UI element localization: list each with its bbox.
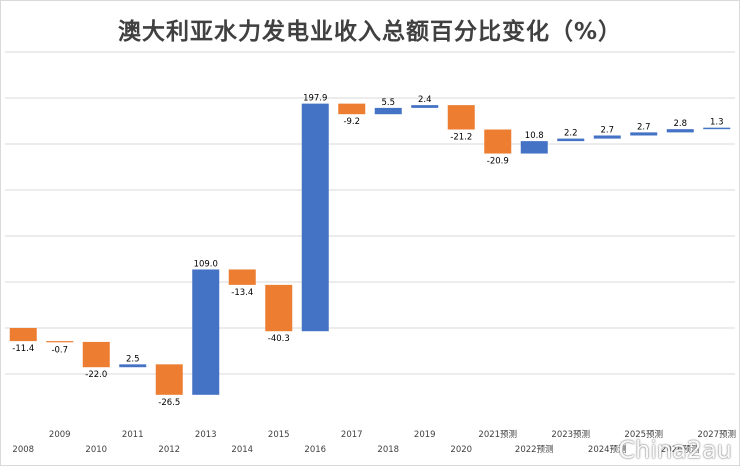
data-label-2027预测: 1.3 bbox=[710, 118, 724, 128]
x-tick-label-2025预测: 2025预测 bbox=[624, 429, 663, 440]
x-tick-label-2018: 2018 bbox=[377, 445, 399, 455]
x-tick-label-2027预测: 2027预测 bbox=[697, 429, 736, 440]
bar-2022预测 bbox=[520, 141, 548, 154]
x-tick-label-2010: 2010 bbox=[85, 445, 107, 455]
bar-2011 bbox=[119, 364, 147, 368]
data-label-2015: -40.3 bbox=[268, 334, 290, 344]
x-tick-label-2023预测: 2023预测 bbox=[551, 429, 590, 440]
data-label-2022预测: 10.8 bbox=[525, 131, 544, 141]
data-label-2010: -22.0 bbox=[85, 370, 107, 380]
x-tick-label-2015: 2015 bbox=[268, 430, 290, 440]
bar-2021预测 bbox=[484, 129, 512, 154]
x-tick-label-2008: 2008 bbox=[12, 445, 34, 455]
bar-2017 bbox=[338, 103, 366, 115]
x-tick-label-2026预测: 2026预测 bbox=[661, 444, 700, 455]
x-tick-label-2022预测: 2022预测 bbox=[515, 444, 554, 455]
bar-2010 bbox=[82, 341, 110, 368]
data-label-2008: -11.4 bbox=[12, 344, 34, 354]
data-label-2013: 109.0 bbox=[194, 259, 218, 269]
bar-2019 bbox=[411, 105, 439, 108]
x-tick-label-2021预测: 2021预测 bbox=[478, 429, 517, 440]
bar-2026预测 bbox=[666, 129, 694, 133]
x-tick-label-2014: 2014 bbox=[231, 445, 253, 455]
data-label-2020: -21.2 bbox=[450, 133, 472, 143]
x-tick-label-2017: 2017 bbox=[341, 430, 363, 440]
x-tick-label-2013: 2013 bbox=[195, 430, 217, 440]
data-label-2021预测: -20.9 bbox=[487, 157, 509, 167]
x-tick-label-2016: 2016 bbox=[304, 445, 326, 455]
data-label-2014: -13.4 bbox=[231, 288, 253, 298]
chart-title: 澳大利亚水力发电业收入总额百分比变化（%） bbox=[117, 19, 623, 45]
data-label-2017: -9.2 bbox=[343, 117, 360, 127]
data-label-2026预测: 2.8 bbox=[673, 119, 687, 129]
bar-2009 bbox=[46, 341, 74, 343]
data-label-2012: -26.5 bbox=[158, 398, 180, 408]
bar-2008 bbox=[9, 328, 37, 342]
bar-2013 bbox=[192, 269, 220, 395]
data-label-2018: 5.5 bbox=[381, 98, 395, 108]
x-tick-label-2012: 2012 bbox=[158, 445, 180, 455]
data-label-2025预测: 2.7 bbox=[637, 122, 651, 132]
data-label-2024预测: 2.7 bbox=[600, 125, 614, 135]
data-label-2011: 2.5 bbox=[126, 354, 140, 364]
bar-2020 bbox=[447, 105, 475, 130]
bar-2015 bbox=[265, 284, 293, 332]
data-label-2009: -0.7 bbox=[51, 345, 68, 355]
data-label-2019: 2.4 bbox=[418, 95, 432, 105]
bar-2025预测 bbox=[630, 132, 658, 136]
bar-2012 bbox=[155, 364, 183, 395]
bar-2014 bbox=[228, 269, 256, 285]
data-label-2023预测: 2.2 bbox=[564, 129, 578, 139]
x-tick-label-2011: 2011 bbox=[122, 430, 144, 440]
x-tick-label-2020: 2020 bbox=[450, 445, 472, 455]
watermark-text: China2au bbox=[618, 436, 732, 464]
bar-2024预测 bbox=[593, 135, 621, 139]
bar-2016 bbox=[301, 103, 329, 332]
x-tick-label-2019: 2019 bbox=[414, 430, 436, 440]
data-label-2016: 197.9 bbox=[303, 94, 327, 104]
x-tick-label-2024预测: 2024预测 bbox=[588, 444, 627, 455]
bar-2018 bbox=[374, 107, 402, 115]
x-tick-label-2009: 2009 bbox=[49, 430, 71, 440]
bar-2023预测 bbox=[557, 138, 585, 142]
bar-2027预测 bbox=[703, 127, 731, 130]
